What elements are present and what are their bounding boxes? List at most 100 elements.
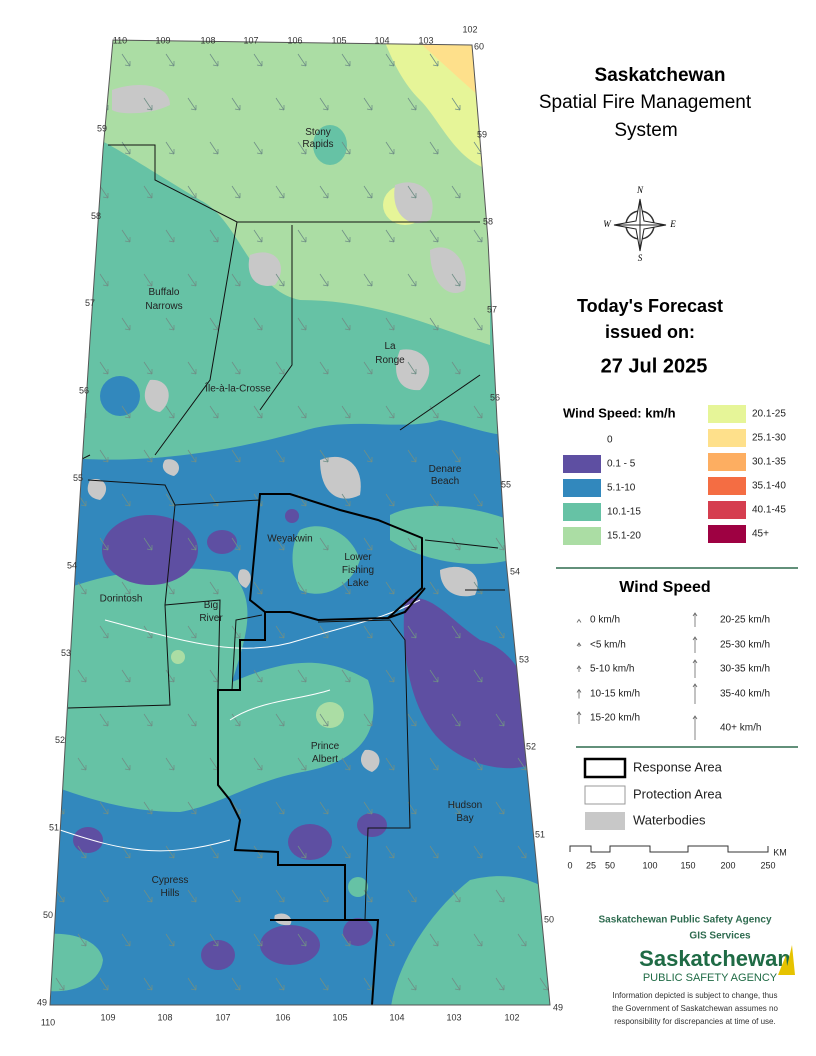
legend-label: 5.1-10: [607, 483, 636, 494]
latitude-label: 56: [79, 386, 89, 396]
legend-title: Wind Speed: [619, 579, 710, 596]
legend-swatch: [563, 527, 601, 545]
disclaimer: responsibility for discrepancies at time…: [614, 1017, 775, 1026]
protection-area-lines: [59, 599, 421, 852]
wind-arrow: [407, 185, 417, 199]
scale-label: 100: [642, 860, 657, 870]
longitude-label: 105: [332, 1012, 347, 1022]
wind-arrow: [121, 53, 131, 67]
latitude-label: 58: [91, 211, 101, 221]
wind-arrow: [187, 97, 197, 111]
wind-arrow: [363, 449, 373, 463]
legend-label: 25-30 km/h: [720, 640, 770, 651]
wind-arrow: [429, 53, 439, 67]
wind-arrow: [341, 581, 351, 595]
legend-arrow: [576, 618, 582, 623]
wind-arrow: [562, 142, 570, 154]
longitude-label: 104: [374, 35, 389, 45]
wind-arrow: [143, 361, 153, 375]
scale-label: 200: [720, 860, 735, 870]
legend-swatch: [708, 501, 746, 519]
wind-arrow: [495, 625, 505, 639]
wind-arrow: [231, 889, 241, 903]
wind-arrow: [275, 537, 285, 551]
wind-arrow: [517, 845, 527, 859]
wind-arrow: [77, 845, 87, 859]
wind-zone: [285, 509, 299, 523]
wind-arrow: [99, 449, 109, 463]
scale-bar: 0 25 50 100 150 200 250 KM: [567, 845, 787, 870]
legend-swatch: [563, 455, 601, 473]
wind-arrow: [539, 361, 549, 375]
wind-arrow: [429, 933, 439, 947]
response-area-bold: [217, 493, 426, 1005]
place-label: La Ronge: [375, 341, 405, 366]
place-label: Big River: [199, 600, 223, 624]
response-area-lines: [59, 144, 505, 921]
legend-arrow: [692, 659, 698, 678]
legend-swatch: [708, 477, 746, 495]
wind-arrow: [539, 713, 549, 727]
boundary-legend: Response Area Protection Area Waterbodies: [583, 757, 723, 830]
legend-title: Wind Speed: km/h: [563, 405, 676, 420]
wind-arrow: [385, 317, 395, 331]
wind-arrow: [209, 53, 219, 67]
latitude-label: 59: [477, 129, 487, 139]
wind-arrow: [495, 97, 505, 111]
place-label: Île-à-la-Crosse: [204, 382, 271, 395]
wind-arrow: [517, 757, 527, 771]
wind-arrow: [209, 845, 219, 859]
wind-arrow: [407, 361, 417, 375]
wind-arrow: [231, 449, 241, 463]
wind-arrow: [562, 230, 570, 242]
legend-arrow: [576, 688, 582, 699]
wind-arrow: [77, 933, 87, 947]
wind-zone: [348, 877, 368, 897]
wind-arrow: [77, 141, 87, 155]
logo-name: Saskatchewan: [639, 946, 791, 971]
legend-swatch: [708, 525, 746, 543]
longitude-label: 109: [100, 1012, 115, 1022]
wind-arrow: [297, 581, 307, 595]
wind-arrow: [539, 801, 549, 815]
wind-arrow: [55, 889, 65, 903]
wind-arrow: [341, 669, 351, 683]
legend-arrow: [692, 683, 698, 704]
legend-swatch: [708, 453, 746, 471]
place-label: Cypress Hills: [152, 875, 189, 899]
wind-arrow: [429, 229, 439, 243]
wind-arrow: [143, 97, 153, 111]
wind-arrow: [209, 141, 219, 155]
wind-arrow: [495, 537, 505, 551]
wind-arrow: [407, 273, 417, 287]
wind-arrow: [99, 801, 109, 815]
legend-label: 45+: [752, 529, 769, 540]
longitude-label: 109: [155, 35, 170, 45]
latitude-label: 49: [553, 1002, 563, 1012]
wind-arrow: [187, 801, 197, 815]
wind-arrow: [99, 977, 109, 991]
place-label: Hudson Bay: [448, 800, 482, 824]
latitude-label: 54: [510, 566, 520, 576]
longitude-label: 102: [462, 24, 477, 34]
wind-arrow: [209, 229, 219, 243]
wind-arrow: [429, 317, 439, 331]
wind-arrow: [517, 53, 527, 67]
legend-arrow: [692, 612, 698, 627]
wind-arrow: [451, 801, 461, 815]
legend-label: 35.1-40: [752, 481, 786, 492]
wind-arrow: [99, 713, 109, 727]
legend-swatch: [708, 405, 746, 423]
wind-zone: [100, 40, 490, 345]
wind-arrow: [231, 185, 241, 199]
wind-arrow: [231, 977, 241, 991]
wind-arrow: [341, 317, 351, 331]
longitude-label: 106: [287, 35, 302, 45]
wind-arrow: [253, 757, 263, 771]
wind-arrow: [363, 977, 373, 991]
wind-arrow: [385, 757, 395, 771]
wind-arrow: [253, 229, 263, 243]
wind-arrow: [165, 229, 175, 243]
wind-arrow: [275, 185, 285, 199]
legend-label: Waterbodies: [633, 812, 706, 827]
